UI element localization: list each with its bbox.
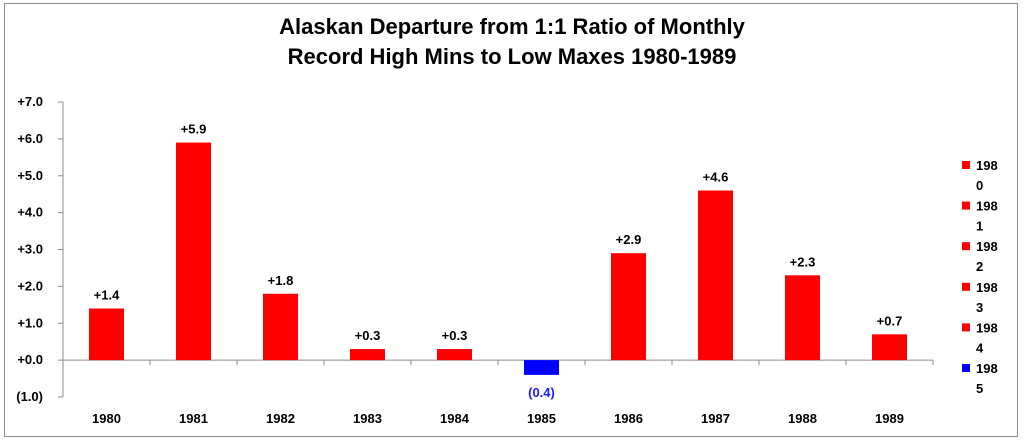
y-tick-label: +4.0 xyxy=(17,205,43,220)
y-tick-label: +3.0 xyxy=(17,242,43,257)
legend: 198 0 198 1 198 2 198 3 198 4 198 5 xyxy=(962,158,998,396)
y-tick-label: +7.0 xyxy=(17,94,43,109)
x-tick-label: 1987 xyxy=(701,411,730,426)
y-tick-label: +2.0 xyxy=(17,278,43,293)
chart-title-line1: Alaskan Departure from 1:1 Ratio of Mont… xyxy=(279,14,745,39)
legend-swatch xyxy=(962,364,970,372)
bar xyxy=(698,190,733,361)
legend-label-wrap: 5 xyxy=(976,381,983,396)
legend-swatch xyxy=(962,242,970,251)
y-axis: (1.0) +0.0 +1.0 +2.0 +3.0 +4.0 +5.0 +6.0 +7.0 xyxy=(16,94,64,404)
chart-title-line2: Record High Mins to Low Maxes 1980-1989 xyxy=(287,44,737,69)
data-label: +2.9 xyxy=(616,232,642,247)
bar xyxy=(176,142,211,361)
bar xyxy=(611,253,646,361)
legend-label: 198 xyxy=(976,361,998,376)
data-label: +1.4 xyxy=(94,288,120,303)
data-label: (0.4) xyxy=(528,385,555,400)
x-tick-label: 1988 xyxy=(788,411,817,426)
y-tick-label: (1.0) xyxy=(16,389,43,404)
legend-label: 198 xyxy=(976,158,998,173)
x-tick-label: 1981 xyxy=(179,411,208,426)
data-label: +0.7 xyxy=(877,313,903,328)
x-axis: 1980 1981 1982 1983 1984 1985 1986 1987 1988 1989 xyxy=(62,359,934,426)
data-label: +4.6 xyxy=(703,170,729,185)
legend-swatch xyxy=(962,161,970,169)
data-label: +1.8 xyxy=(268,273,294,288)
x-tick-label: 1980 xyxy=(92,411,121,426)
legend-label-wrap: 4 xyxy=(976,340,984,355)
data-labels: +1.4 +5.9 +1.8 +0.3 +0.3 (0.4) +2.9 +4.6 +2.3 +0.… xyxy=(94,122,903,400)
bar xyxy=(89,308,124,361)
bar xyxy=(350,349,385,361)
bar xyxy=(785,275,820,361)
legend-label-wrap: 1 xyxy=(976,219,983,234)
legend-label-wrap: 2 xyxy=(976,259,983,274)
bar xyxy=(437,349,472,361)
data-label: +0.3 xyxy=(355,328,381,343)
x-tick-label: 1983 xyxy=(353,411,382,426)
x-tick-label: 1985 xyxy=(527,411,556,426)
legend-label: 198 xyxy=(976,239,998,254)
chart-title: Alaskan Departure from 1:1 Ratio of Mont… xyxy=(0,12,1024,72)
y-tick-label: +6.0 xyxy=(17,131,43,146)
x-tick-label: 1986 xyxy=(614,411,643,426)
legend-label: 198 xyxy=(976,320,998,335)
y-tick-label: +1.0 xyxy=(17,315,43,330)
y-tick-label: +5.0 xyxy=(17,168,43,183)
bar xyxy=(524,360,559,375)
x-tick-label: 1982 xyxy=(266,411,295,426)
x-tick-label: 1984 xyxy=(440,411,470,426)
y-tick-label: +0.0 xyxy=(17,352,43,367)
legend-swatch xyxy=(962,323,970,332)
legend-label-wrap: 0 xyxy=(976,178,983,193)
legend-swatch xyxy=(962,201,970,210)
x-tick-label: 1989 xyxy=(875,411,904,426)
legend-label-wrap: 3 xyxy=(976,300,983,315)
legend-label: 198 xyxy=(976,280,998,295)
bars xyxy=(89,142,907,375)
data-label: +0.3 xyxy=(442,328,468,343)
data-label: +5.9 xyxy=(181,122,207,137)
bar xyxy=(872,334,907,361)
chart-frame xyxy=(4,3,1018,437)
bar xyxy=(263,293,298,361)
legend-swatch xyxy=(962,282,970,291)
data-label: +2.3 xyxy=(790,254,816,269)
legend-label: 198 xyxy=(976,199,998,214)
